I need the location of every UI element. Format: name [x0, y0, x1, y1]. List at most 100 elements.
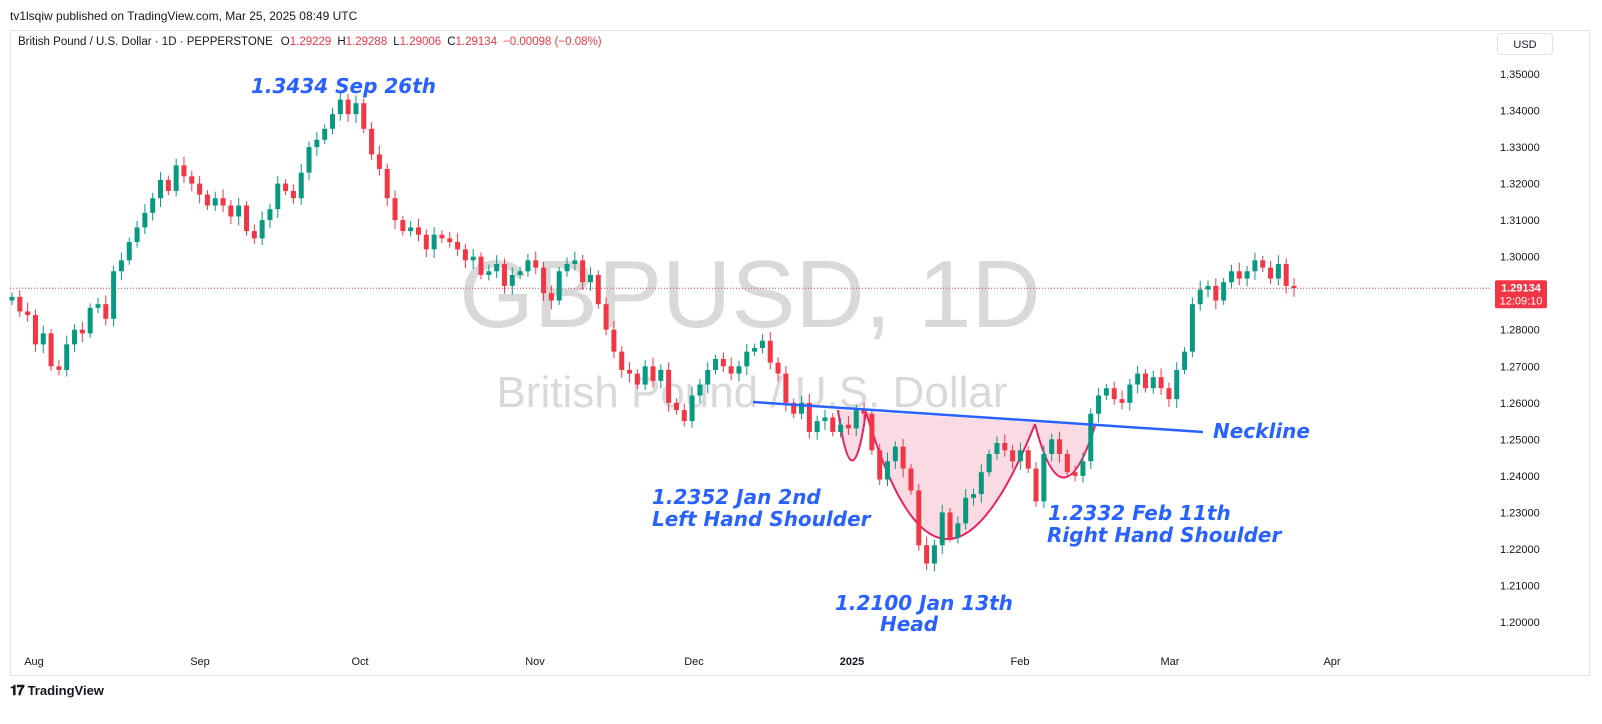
candle-body [611, 329, 617, 352]
candle-body [783, 373, 789, 403]
candle-body [1119, 399, 1125, 403]
candle-body [478, 256, 484, 275]
candle [908, 464, 914, 495]
candle [1197, 280, 1203, 311]
candle [1033, 461, 1039, 507]
candle-body [1205, 285, 1211, 290]
candle-body [251, 231, 257, 239]
time-tick: Feb [1011, 656, 1030, 668]
candle-body [525, 260, 531, 272]
candle [345, 94, 351, 122]
candle [330, 107, 335, 135]
right-shoulder-label[interactable]: Right Hand Shoulder [1047, 523, 1282, 547]
candle-body [17, 296, 23, 312]
candle [72, 324, 78, 353]
candle-body [939, 512, 945, 546]
candle [775, 357, 781, 382]
price-tick: 1.22000 [1500, 544, 1540, 556]
candle-body [400, 220, 406, 232]
candle-body [197, 183, 203, 195]
candle [220, 189, 226, 213]
candle [1166, 382, 1172, 407]
candle-body [634, 373, 640, 385]
currency-button[interactable]: USD [1497, 33, 1553, 55]
candle [369, 122, 375, 160]
candle-body [111, 271, 117, 319]
symbol-title[interactable]: British Pound / U.S. Dollar · 1D · PEPPE… [18, 36, 273, 48]
candle-body [1025, 450, 1031, 469]
candle-body [1142, 373, 1148, 389]
right-shoulder-arc[interactable] [1034, 423, 1096, 479]
candle-body [814, 421, 820, 433]
candle [1268, 261, 1274, 285]
head-price[interactable]: 1.2100 Jan 13th [835, 591, 1013, 615]
candle [1283, 258, 1289, 294]
candle [830, 413, 836, 437]
footer-brand[interactable]: 𝟏𝟕 TradingView [10, 682, 104, 699]
candle-body [1056, 439, 1062, 454]
candle [759, 334, 765, 354]
last-price-tag: 1.29134 12:09:10 [1495, 280, 1547, 309]
candle-body [236, 205, 242, 217]
time-axis[interactable]: Aug Sep Oct Nov Dec 2025 Feb Mar Apr [24, 656, 1341, 668]
candle-body [275, 183, 281, 210]
candle-body [892, 446, 898, 462]
candle [1158, 368, 1164, 395]
candle [415, 218, 421, 242]
candle-body [1017, 450, 1023, 462]
left-shoulder-price[interactable]: 1.2352 Jan 2nd [652, 485, 821, 509]
neckline-annotation[interactable]: Neckline [1213, 419, 1310, 443]
candle [627, 362, 633, 383]
candle [1080, 452, 1086, 483]
candle [994, 436, 1000, 460]
close-value: 1.29134 [455, 36, 498, 48]
candle-body [40, 333, 46, 345]
candle-body [1182, 351, 1188, 370]
candle-body [9, 296, 15, 301]
candle-body [517, 271, 523, 275]
candle-body [1236, 271, 1242, 279]
candle-body [830, 417, 836, 433]
candle [791, 398, 797, 419]
price-chart[interactable]: GBPUSD, 1D British Pound / U.S. Dollar 1… [0, 0, 1602, 676]
neckline[interactable] [752, 400, 1204, 434]
candle-body [548, 293, 554, 301]
candle [587, 267, 593, 292]
candle-body [1228, 271, 1234, 283]
candle-body [1221, 282, 1227, 301]
candle-body [1213, 285, 1219, 301]
candle [556, 266, 562, 305]
candle [1072, 465, 1078, 482]
candle [869, 409, 875, 455]
candle-body [72, 329, 78, 345]
candle-body [306, 147, 312, 173]
candle-body [1103, 388, 1109, 396]
candle [48, 329, 54, 371]
candle [1127, 379, 1133, 411]
candle-body [103, 304, 109, 319]
candle [494, 255, 500, 278]
publisher-line: tv1lsqiw published on TradingView.com, M… [10, 9, 358, 23]
low-value: 1.29006 [399, 36, 442, 48]
price-tag-box [1495, 280, 1547, 309]
watermark: GBPUSD, 1D British Pound / U.S. Dollar [459, 241, 1040, 417]
candle [713, 354, 719, 375]
open-value: 1.29229 [289, 36, 332, 48]
price-axis[interactable]: 1.35000 1.34000 1.33000 1.32000 1.31000 1.300… [1500, 69, 1540, 629]
right-shoulder-price[interactable]: 1.2332 Feb 11th [1048, 501, 1231, 525]
candle [603, 297, 609, 336]
price-tick: 1.32000 [1500, 179, 1540, 191]
head-label[interactable]: Head [880, 612, 939, 636]
candle [572, 251, 578, 271]
peak-annotation[interactable]: 1.3434 Sep 26th [251, 74, 436, 98]
candle [290, 184, 296, 204]
left-shoulder-label[interactable]: Left Hand Shoulder [652, 507, 872, 531]
candle [103, 295, 109, 326]
candle [212, 191, 218, 211]
candle-body [118, 260, 124, 272]
candle [1103, 383, 1109, 400]
candle-body [931, 545, 937, 564]
candle [1010, 444, 1016, 469]
candle-body [314, 139, 320, 148]
candle [1088, 408, 1094, 469]
